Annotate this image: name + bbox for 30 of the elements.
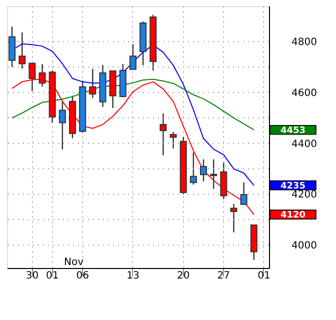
y-tick-label: 4400 (292, 138, 317, 150)
candlestick (58, 100, 66, 150)
candlestick (190, 152, 197, 186)
text: 4235 (280, 181, 306, 192)
y-tick-label: 4800 (292, 37, 317, 48)
candlestick (200, 158, 207, 182)
annotation: Nov (64, 257, 84, 268)
x-tick-label: 01 (46, 270, 59, 282)
y-tick-label: 4000 (292, 240, 317, 252)
x-tick-label: 01 (258, 270, 270, 282)
candlestick (160, 112, 167, 156)
x-tick-label: 06 (76, 270, 89, 282)
candlestick (89, 68, 96, 99)
candlestick (210, 158, 218, 190)
candlestick (240, 182, 248, 206)
x-tick-label: 20 (176, 270, 190, 282)
text: 4453 (280, 126, 306, 136)
x-tick-label: 13 (126, 270, 140, 282)
y-tick-label: 4600 (292, 88, 317, 99)
y-tick-label: 4200 (292, 190, 317, 201)
candlestick (129, 44, 136, 70)
text: 4120 (280, 210, 306, 221)
candlestick (220, 162, 228, 200)
line-series (12, 78, 254, 130)
candlestick (8, 26, 16, 68)
candlestick (170, 131, 177, 150)
candlestick (230, 203, 238, 233)
x-tick-label: 30 (26, 270, 39, 282)
x-tick-label: 27 (217, 270, 230, 282)
candlestick (18, 32, 26, 70)
